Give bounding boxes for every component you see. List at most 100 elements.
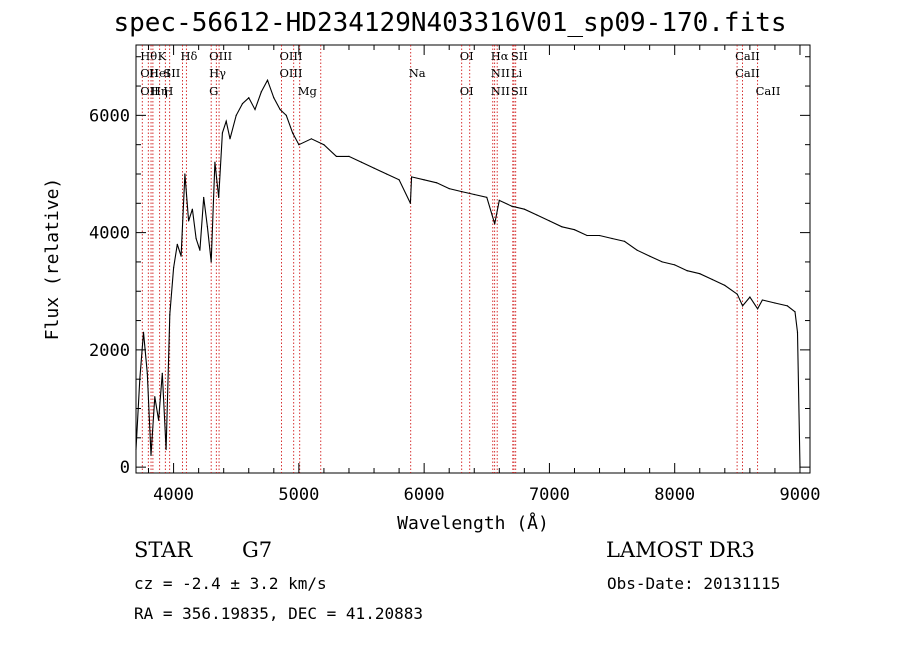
spectrum-point: [461, 190, 463, 193]
spectrum-point: [699, 273, 701, 275]
line-label: NII: [491, 84, 510, 98]
spectrum-point: [180, 255, 182, 257]
spectrum-point: [686, 270, 688, 272]
line-label: Hη: [151, 84, 168, 98]
spectrum-point: [796, 331, 799, 333]
line-label: H: [163, 84, 173, 98]
spectrum-point: [385, 173, 388, 175]
spectrum-point: [448, 188, 450, 190]
y-tick-label: 4000: [89, 224, 130, 244]
spectrum-point: [241, 103, 244, 105]
x-tick-label: 7000: [529, 485, 570, 505]
spectrum-point: [373, 167, 375, 169]
spectrum-point: [742, 305, 744, 307]
spectrum-point: [169, 314, 171, 316]
spectrum-point: [146, 372, 148, 374]
plot-frame: [135, 44, 811, 474]
coordinates-readout: RA = 356.19835, DEC = 41.20883: [134, 604, 423, 623]
spectrum-point: [298, 144, 300, 146]
spectrum-point: [409, 202, 411, 204]
spectrum-point: [611, 237, 613, 240]
y-tick-label: 2000: [89, 341, 130, 361]
spectrum-point: [184, 173, 186, 175]
y-tick-label: 0: [120, 458, 130, 478]
spectrum-point: [229, 138, 231, 140]
spectrum-point: [206, 226, 209, 228]
spectrum-point: [573, 229, 576, 231]
y-tick-label: 6000: [89, 106, 130, 126]
spectrum-point: [794, 311, 796, 313]
x-tick-label: 9000: [780, 485, 821, 505]
line-label: CaII: [756, 84, 781, 98]
spectrum-point: [150, 454, 152, 457]
spectrum-point: [310, 138, 312, 140]
spectrum-point: [225, 120, 227, 122]
spectrum-point: [398, 179, 400, 181]
line-label: CaII: [735, 49, 760, 63]
velocity-readout: cz = -2.4 ± 3.2 km/s: [134, 574, 327, 593]
spectrum-point: [749, 296, 751, 298]
spectrum-point: [786, 305, 789, 307]
spectrum-point: [260, 91, 262, 93]
line-label: SII: [163, 66, 180, 80]
line-label: OII: [140, 66, 159, 80]
spectrum-point: [498, 199, 500, 201]
spectrum-point: [157, 419, 160, 421]
spectrum-point: [210, 261, 212, 263]
spectrum-point: [636, 249, 638, 251]
spectrum-point: [235, 114, 237, 116]
spectrum-point: [335, 155, 338, 157]
spectrum-point: [473, 193, 475, 196]
line-label: CaII: [735, 66, 760, 80]
spectrum-point: [273, 97, 275, 99]
line-label: Mg: [298, 84, 318, 98]
spectrum-point: [172, 267, 175, 269]
spectrum-point: [218, 196, 220, 199]
spectrum-point: [221, 132, 224, 134]
line-label: OIII: [209, 49, 232, 63]
spectrum-point: [674, 264, 676, 266]
spectrum-point: [291, 132, 294, 134]
line-label: OI: [460, 84, 474, 98]
spectrum-point: [586, 234, 588, 237]
spectrum-point: [266, 79, 269, 81]
line-label: Li: [511, 66, 523, 80]
spectrum-point: [661, 261, 663, 263]
line-label: OII: [140, 84, 159, 98]
x-tick-label: 6000: [404, 485, 445, 505]
spectrum-point: [214, 161, 216, 163]
line-label: HeI: [149, 66, 170, 80]
line-label: G: [209, 84, 218, 98]
spectrum-point: [142, 331, 145, 333]
spectrum-point: [711, 278, 713, 281]
spectrum-point: [724, 284, 726, 286]
line-label: SII: [511, 84, 528, 98]
spectrum-point: [323, 144, 325, 146]
spectrum-point: [523, 208, 525, 210]
line-label: Hα: [491, 49, 509, 63]
spectrum-point: [248, 97, 250, 99]
spectrum-point: [285, 114, 287, 116]
line-label: Na: [409, 66, 426, 80]
line-label: OIII: [279, 66, 302, 80]
spectrum-point: [536, 214, 538, 216]
spectrum-point: [195, 237, 197, 240]
line-label: NII: [491, 66, 510, 80]
spectrum-point: [188, 220, 190, 222]
spectrum-point: [494, 223, 496, 225]
x-tick-label: 4000: [153, 485, 194, 505]
spectrum-point: [165, 448, 167, 451]
spectrum-point: [774, 302, 776, 304]
spectrum-point: [761, 299, 763, 301]
subclass-label: G7: [242, 538, 273, 562]
spectrum-point: [561, 226, 563, 228]
spectrum-point: [199, 249, 201, 251]
spectrum-point: [548, 220, 551, 222]
chart-title: spec-56612-HD234129N403316V01_sp09-170.f…: [113, 8, 787, 38]
spectrum-point: [254, 108, 256, 111]
spectrum-point: [348, 155, 350, 157]
spectrum-point: [154, 396, 156, 398]
spectrum-point: [757, 308, 759, 310]
